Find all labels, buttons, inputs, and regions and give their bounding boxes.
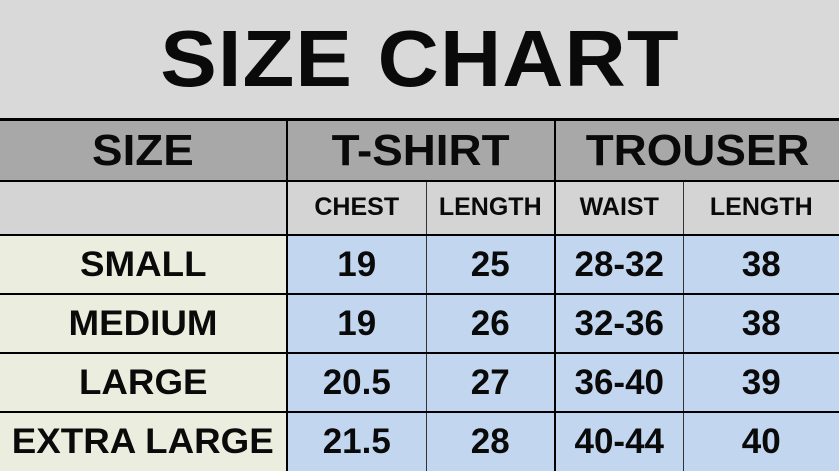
row-size-label: MEDIUM [0,293,288,354]
group-header-size: SIZE [0,121,288,183]
table-row: MEDIUM 19 26 32-36 38 [0,293,839,354]
page-title: SIZE CHART [159,14,680,103]
sub-header-tshirt-chest: CHEST [287,181,427,236]
cell-tshirt-chest: 19 [287,293,427,354]
size-chart-table: SIZE T-SHIRT TROUSER CHEST LENGTH WAIST … [0,121,839,471]
cell-trouser-length: 40 [683,411,839,471]
cell-tshirt-length: 27 [426,352,557,413]
sub-header-trouser-waist: WAIST [555,181,684,236]
cell-trouser-waist: 28-32 [555,234,684,295]
chart-title-bar: SIZE CHART [0,0,839,121]
row-size-label: LARGE [0,352,288,413]
sub-header-trouser-length: LENGTH [683,181,839,236]
group-header-trouser-label: TROUSER [585,125,810,175]
cell-tshirt-chest: 20.5 [287,352,427,413]
row-size-text: MEDIUM [68,303,218,343]
cell-tshirt-length: 28 [426,411,557,471]
group-header-tshirt: T-SHIRT [287,121,557,183]
row-size-text: LARGE [78,362,208,402]
group-header-trouser: TROUSER [555,121,839,183]
cell-trouser-length: 39 [683,352,839,413]
sub-header-size-blank [0,181,288,236]
cell-tshirt-length: 25 [426,234,557,295]
group-header-row: SIZE T-SHIRT TROUSER [0,121,839,183]
table-row: LARGE 20.5 27 36-40 39 [0,352,839,413]
cell-trouser-length: 38 [683,234,839,295]
group-header-tshirt-label: T-SHIRT [332,125,510,175]
sub-header-row: CHEST LENGTH WAIST LENGTH [0,181,839,236]
row-size-text: SMALL [79,244,207,284]
group-header-size-label: SIZE [92,125,194,175]
row-size-label: SMALL [0,234,288,295]
cell-tshirt-length: 26 [426,293,557,354]
cell-tshirt-chest: 19 [287,234,427,295]
cell-trouser-waist: 32-36 [555,293,684,354]
cell-trouser-length: 38 [683,293,839,354]
row-size-label: EXTRA LARGE [0,411,288,471]
row-size-text: EXTRA LARGE [11,422,275,462]
cell-tshirt-chest: 21.5 [287,411,427,471]
cell-trouser-waist: 36-40 [555,352,684,413]
cell-trouser-waist: 40-44 [555,411,684,471]
table-row: SMALL 19 25 28-32 38 [0,234,839,295]
table-row: EXTRA LARGE 21.5 28 40-44 40 [0,411,839,471]
sub-header-tshirt-length: LENGTH [426,181,557,236]
